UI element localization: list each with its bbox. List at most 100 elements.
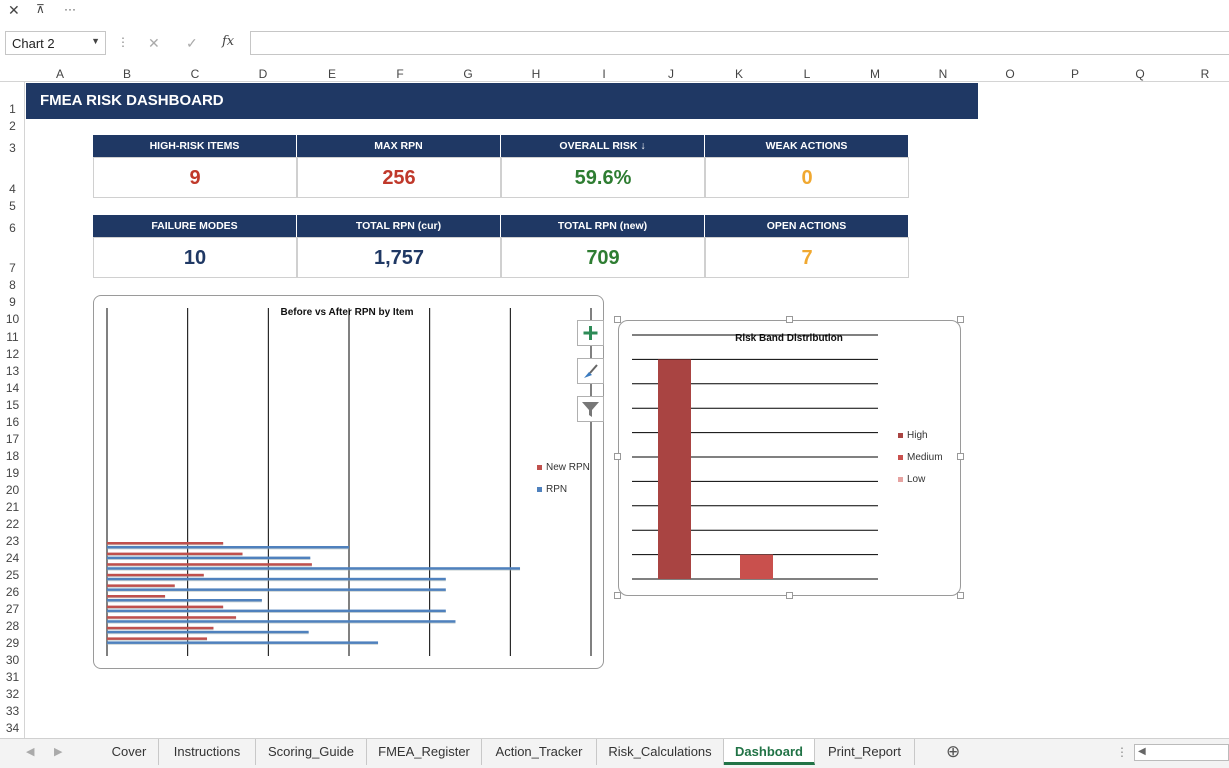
bar-rpn[interactable]	[107, 556, 311, 560]
row-header[interactable]: 33	[5, 704, 20, 718]
column-header[interactable]: C	[190, 67, 200, 81]
column-header[interactable]: K	[734, 67, 743, 81]
row-header[interactable]: 6	[9, 221, 16, 235]
tab-scroll-right-icon[interactable]: ▶	[54, 746, 63, 758]
resize-handle[interactable]	[957, 316, 964, 323]
more-icon[interactable]: ···	[64, 2, 76, 16]
chart-style-button[interactable]	[577, 358, 604, 384]
resize-handle[interactable]	[786, 592, 793, 599]
column-header[interactable]: G	[463, 67, 473, 81]
bar-rpn[interactable]	[107, 620, 456, 623]
risk-band-chart[interactable]: Risk Band Distribution High Medium Low	[618, 320, 961, 596]
horizontal-scrollbar[interactable]: ◀	[1134, 744, 1229, 761]
add-sheet-icon[interactable]: ⊕	[946, 742, 961, 761]
chart-filter-button[interactable]	[577, 396, 604, 422]
row-header[interactable]: 18	[5, 449, 20, 463]
row-header[interactable]: 2	[9, 119, 16, 133]
tab-cover[interactable]: Cover	[100, 739, 159, 765]
bar-rpn[interactable]	[107, 630, 309, 634]
column-header[interactable]: D	[258, 67, 268, 81]
bar-high[interactable]	[658, 359, 691, 579]
column-header[interactable]: E	[327, 67, 336, 81]
column-header[interactable]: L	[803, 67, 811, 81]
bar-new-rpn[interactable]	[107, 637, 208, 640]
bar-new-rpn[interactable]	[107, 626, 214, 630]
tab-scoring-guide[interactable]: Scoring_Guide	[256, 739, 367, 765]
row-header[interactable]: 8	[9, 278, 16, 292]
bar-rpn[interactable]	[107, 546, 349, 549]
resize-handle[interactable]	[614, 453, 621, 460]
row-header[interactable]: 26	[5, 585, 20, 599]
row-header[interactable]: 4	[9, 182, 16, 196]
bar-new-rpn[interactable]	[107, 573, 204, 577]
close-icon[interactable]: ✕	[8, 2, 20, 18]
bar-new-rpn[interactable]	[107, 605, 224, 609]
resize-handle[interactable]	[614, 592, 621, 599]
row-header[interactable]: 31	[5, 670, 20, 684]
column-header[interactable]: F	[396, 67, 404, 81]
row-header[interactable]: 12	[5, 347, 20, 361]
bar-rpn[interactable]	[107, 599, 262, 602]
bar-rpn[interactable]	[107, 609, 446, 613]
column-header[interactable]: B	[122, 67, 131, 81]
pin-icon[interactable]: ⊼	[36, 2, 45, 16]
column-header[interactable]: A	[55, 67, 64, 81]
tab-fmea-register[interactable]: FMEA_Register	[367, 739, 482, 765]
resize-handle[interactable]	[957, 453, 964, 460]
row-header[interactable]: 5	[9, 199, 16, 213]
row-header[interactable]: 13	[5, 364, 20, 378]
resize-handle[interactable]	[614, 316, 621, 323]
column-header[interactable]: P	[1070, 67, 1079, 81]
row-header[interactable]: 11	[6, 330, 19, 344]
tab-print-report[interactable]: Print_Report	[815, 739, 915, 765]
chevron-down-icon[interactable]: ▼	[91, 36, 100, 46]
row-header[interactable]: 20	[5, 483, 20, 497]
row-header[interactable]: 3	[9, 141, 16, 155]
row-header[interactable]: 7	[9, 261, 16, 275]
add-chart-element-button[interactable]	[577, 320, 604, 346]
row-header[interactable]: 15	[5, 398, 20, 412]
bar-medium[interactable]	[740, 554, 773, 579]
row-header[interactable]: 27	[5, 602, 20, 616]
tab-instructions[interactable]: Instructions	[159, 739, 256, 765]
row-header[interactable]: 25	[5, 568, 20, 582]
formula-input[interactable]	[250, 31, 1229, 55]
bar-new-rpn[interactable]	[107, 616, 237, 619]
insert-function-icon[interactable]: fx	[222, 34, 235, 49]
column-header[interactable]: M	[870, 67, 880, 81]
row-header[interactable]: 34	[5, 721, 20, 735]
name-box[interactable]: Chart 2 ▼	[5, 31, 106, 55]
row-header[interactable]: 10	[5, 312, 20, 326]
bar-rpn[interactable]	[107, 577, 446, 581]
row-header[interactable]: 16	[5, 415, 20, 429]
tab-dashboard[interactable]: Dashboard	[724, 739, 815, 765]
confirm-icon[interactable]: ✓	[186, 35, 198, 51]
column-header[interactable]: R	[1200, 67, 1210, 81]
resize-handle[interactable]	[786, 316, 793, 323]
bar-new-rpn[interactable]	[107, 552, 243, 556]
row-header[interactable]: 9	[9, 295, 16, 309]
rpn-comparison-chart[interactable]: Before vs After RPN by Item New RPN RPN	[93, 295, 604, 669]
bar-rpn[interactable]	[107, 641, 379, 644]
tab-action-tracker[interactable]: Action_Tracker	[482, 739, 597, 765]
tab-risk-calculations[interactable]: Risk_Calculations	[597, 739, 724, 765]
row-header[interactable]: 29	[5, 636, 20, 650]
bar-rpn[interactable]	[107, 588, 446, 591]
resize-handle[interactable]	[957, 592, 964, 599]
row-header[interactable]: 14	[5, 381, 20, 395]
bar-new-rpn[interactable]	[107, 595, 166, 598]
row-header[interactable]: 24	[5, 551, 20, 565]
row-header[interactable]: 32	[5, 687, 20, 701]
bar-new-rpn[interactable]	[107, 542, 224, 545]
row-header[interactable]: 22	[5, 517, 20, 531]
row-header[interactable]: 23	[5, 534, 20, 548]
bar-new-rpn[interactable]	[107, 584, 175, 587]
column-header[interactable]: H	[531, 67, 541, 81]
column-header[interactable]: N	[938, 67, 948, 81]
column-header[interactable]: J	[668, 67, 674, 81]
row-header[interactable]: 28	[5, 619, 20, 633]
tab-scroll-left-icon[interactable]: ◀	[26, 746, 35, 758]
row-header[interactable]: 17	[5, 432, 20, 446]
row-header[interactable]: 21	[5, 500, 20, 514]
cancel-icon[interactable]: ✕	[148, 35, 160, 51]
